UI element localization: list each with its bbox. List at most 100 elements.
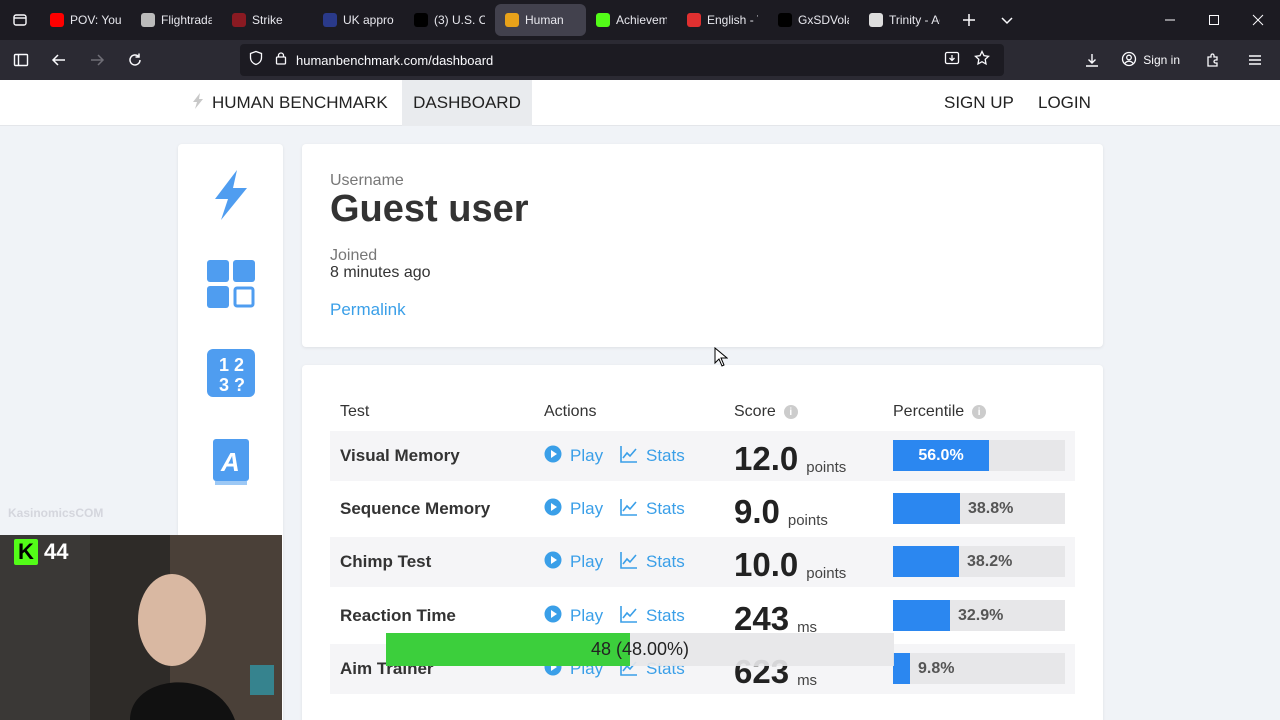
account-icon [1121,51,1137,70]
play-icon [544,445,562,468]
stats-label: Stats [646,446,685,465]
header-test: Test [340,403,370,420]
login-link[interactable]: LOGIN [1038,93,1091,112]
header-score: Score i [734,403,798,421]
percentile-fill [893,546,959,577]
browser-tab[interactable]: GxSDVola [768,4,859,36]
browser-tab[interactable]: English - T [677,4,768,36]
permalink-link[interactable]: Permalink [330,300,406,319]
stats-button[interactable]: Stats [620,537,685,587]
svg-text:A: A [220,447,240,477]
lock-icon[interactable] [274,51,288,70]
close-icon[interactable] [1236,0,1280,40]
kick-logo-icon: K [14,539,38,565]
verbal-memory-icon[interactable]: A [204,435,258,489]
play-label: Play [570,552,604,571]
score-cell: 243 ms [734,591,817,641]
bookmark-star-icon[interactable] [974,49,990,71]
stats-button[interactable]: Stats [620,431,685,481]
new-tab-icon[interactable] [950,4,988,36]
play-button[interactable]: Play [544,591,603,641]
header-percentile: Percentile i [893,403,987,421]
table-row: Visual Memory Play Stats 12.0 points 56.0% [330,431,1075,481]
sign-up-link[interactable]: SIGN UP [944,93,1014,112]
browser-tab[interactable]: POV: You're [40,4,131,36]
test-name[interactable]: Sequence Memory [340,499,491,518]
percentile-info-icon[interactable]: i [972,405,987,419]
browser-tab-title: Trinity - Ac [889,13,940,27]
browser-tab-title: Flightradar [161,13,212,27]
mouse-cursor-icon [714,346,729,372]
brand-link[interactable]: HUMAN BENCHMARK [186,80,394,126]
stats-label: Stats [646,606,685,625]
score-info-icon[interactable]: i [783,405,798,419]
nav-dashboard[interactable]: DASHBOARD [402,80,532,126]
translate-icon [687,13,701,27]
maximize-icon[interactable] [1192,0,1236,40]
tab-list-icon[interactable] [0,0,40,40]
browser-tab[interactable]: Achieveme [586,4,677,36]
browser-tab[interactable]: UK approv [313,4,404,36]
play-label: Play [570,446,604,465]
browser-tab-title: UK approv [343,13,394,27]
joined-value: 8 minutes ago [330,264,431,281]
percentile-fill [893,440,989,471]
goal-progress-bar: 48 (48.00%) [386,633,894,666]
url-text[interactable]: humanbenchmark.com/dashboard [296,52,494,68]
grid-memory-icon[interactable] [204,257,258,311]
svg-text:2: 2 [234,355,244,375]
browser-tab-title: Achieveme [616,13,667,27]
browser-tab[interactable]: Strike [222,4,313,36]
play-button[interactable]: Play [544,484,603,534]
score-unit: ms [797,672,818,689]
humanbenchmark-icon [505,13,519,27]
stats-button[interactable]: Stats [620,591,685,641]
percentile-label: 32.9% [958,606,1004,624]
percentile-label: 38.2% [967,552,1013,570]
menu-icon[interactable] [1238,44,1272,76]
address-bar[interactable]: humanbenchmark.com/dashboard [240,44,1004,76]
stats-label: Stats [646,552,685,571]
percentile-label: 9.8% [918,659,955,677]
browser-tab[interactable]: Flightradar [131,4,222,36]
sidebar-toggle-icon[interactable] [4,44,38,76]
shield-icon[interactable] [248,50,264,71]
minimize-icon[interactable] [1148,0,1192,40]
reaction-time-icon[interactable] [204,168,258,222]
scores-card: Test Actions Score i Percentile i Visual M… [302,365,1103,720]
chevron-down-icon[interactable] [988,4,1026,36]
browser-tab[interactable]: Trinity - Ac [859,4,950,36]
chart-line-icon [620,551,638,574]
percentile-fill [893,653,910,684]
username-label: Username [330,172,404,189]
downloads-icon[interactable] [1075,44,1109,76]
play-button[interactable]: Play [544,431,603,481]
score-unit: points [806,459,847,476]
test-name[interactable]: Chimp Test [340,552,432,571]
reader-view-icon[interactable] [944,50,960,71]
sign-in-label: Sign in [1143,53,1180,67]
browser-tab-title: English - T [707,13,758,27]
goal-progress-fill [386,633,630,666]
percentile-bar: 56.0% [893,440,1065,471]
tab-strip: POV: You're Flightradar Strike UK approv (3)… [40,0,950,40]
play-button[interactable]: Play [544,537,603,587]
play-icon [544,498,562,521]
browser-tab[interactable]: (3) U.S. Ce [404,4,495,36]
lightning-icon [192,92,204,114]
viewer-badge: K 44 [14,539,68,565]
extensions-icon[interactable] [1196,44,1230,76]
number-memory-icon[interactable]: 1 2 3? [204,346,258,400]
browser-tab[interactable]: Human [495,4,586,36]
browser-nav-bar: humanbenchmark.com/dashboard Sign in [0,40,1280,80]
test-name[interactable]: Visual Memory [340,446,460,465]
account-sign-in-button[interactable]: Sign in [1113,44,1188,76]
back-icon[interactable] [42,44,76,76]
chart-line-icon [620,605,638,628]
forward-icon[interactable] [80,44,114,76]
score-unit: points [787,512,828,529]
reload-icon[interactable] [118,44,152,76]
window-controls [1148,0,1280,40]
test-name[interactable]: Reaction Time [340,606,456,625]
stats-button[interactable]: Stats [620,484,685,534]
